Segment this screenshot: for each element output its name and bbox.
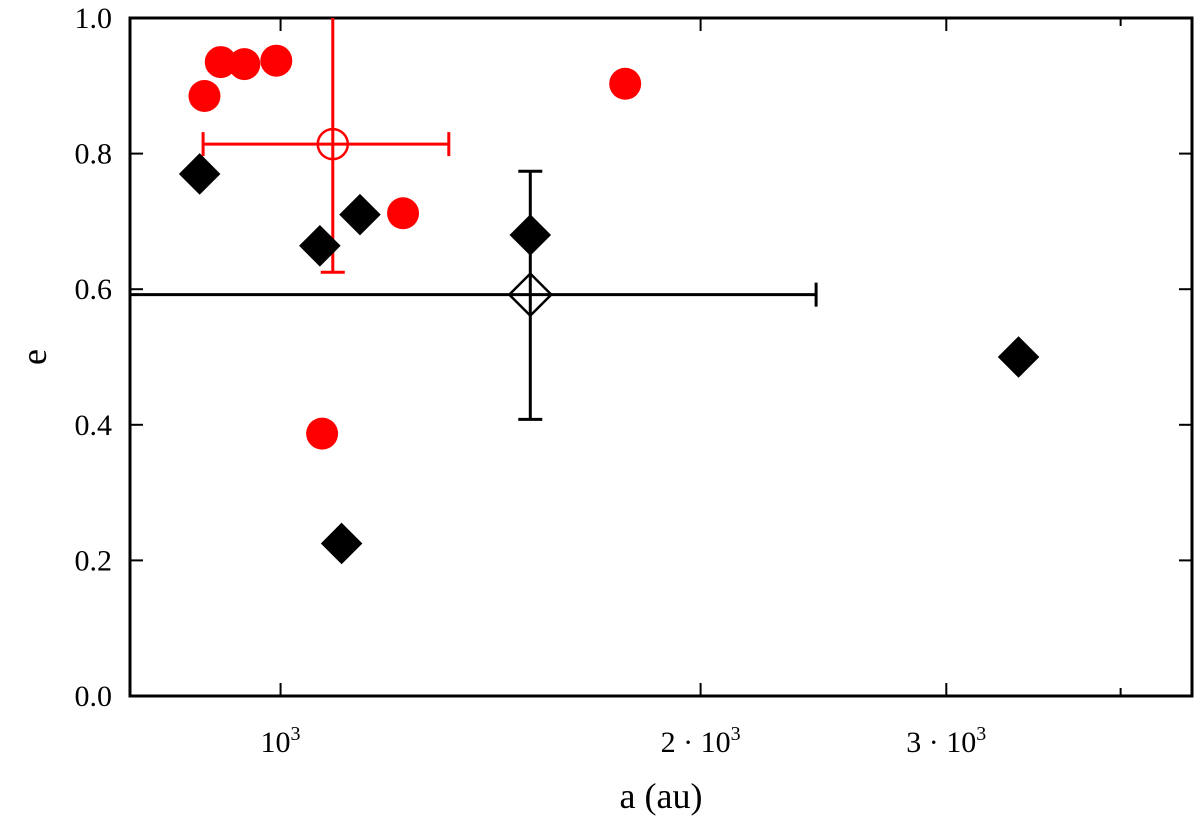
data-point-diamond [509, 214, 552, 256]
y-tick-label: 0.2 [75, 544, 113, 577]
y-tick-label: 0.0 [75, 680, 113, 713]
data-point-diamond [178, 153, 221, 195]
data-point-diamond [320, 522, 363, 565]
tick-labels: 103 2 · 103 3 · 103 0.0 0.2 0.4 0.6 0.8 1.0 [75, 2, 987, 759]
data-marks [130, 18, 1040, 565]
plot-frame [128, 16, 1194, 698]
x-axis-label: a (au) [620, 776, 703, 816]
axis-ticks [130, 17, 1192, 697]
data-point-circle [260, 44, 293, 77]
x-tick-label: 2 · 103 [661, 723, 741, 759]
mean-open-diamond [507, 271, 554, 318]
data-point-diamond [997, 336, 1040, 378]
mean-open-circle [316, 127, 350, 161]
data-point-circle [228, 48, 261, 81]
data-point-diamond [339, 193, 381, 236]
x-tick-label: 3 · 103 [906, 723, 986, 759]
data-point-circle [188, 79, 221, 112]
data-point-circle [204, 46, 237, 79]
y-tick-label: 0.8 [75, 138, 113, 171]
y-tick-label: 1.0 [75, 2, 113, 35]
y-tick-label: 0.6 [75, 273, 113, 306]
data-point-diamond [299, 225, 341, 267]
data-point-circle [387, 197, 420, 230]
y-axis-label: e [14, 349, 54, 365]
x-tick-label: 103 [261, 723, 301, 759]
y-tick-label: 0.4 [75, 409, 113, 442]
data-point-circle [306, 417, 339, 450]
data-point-circle [609, 67, 642, 100]
